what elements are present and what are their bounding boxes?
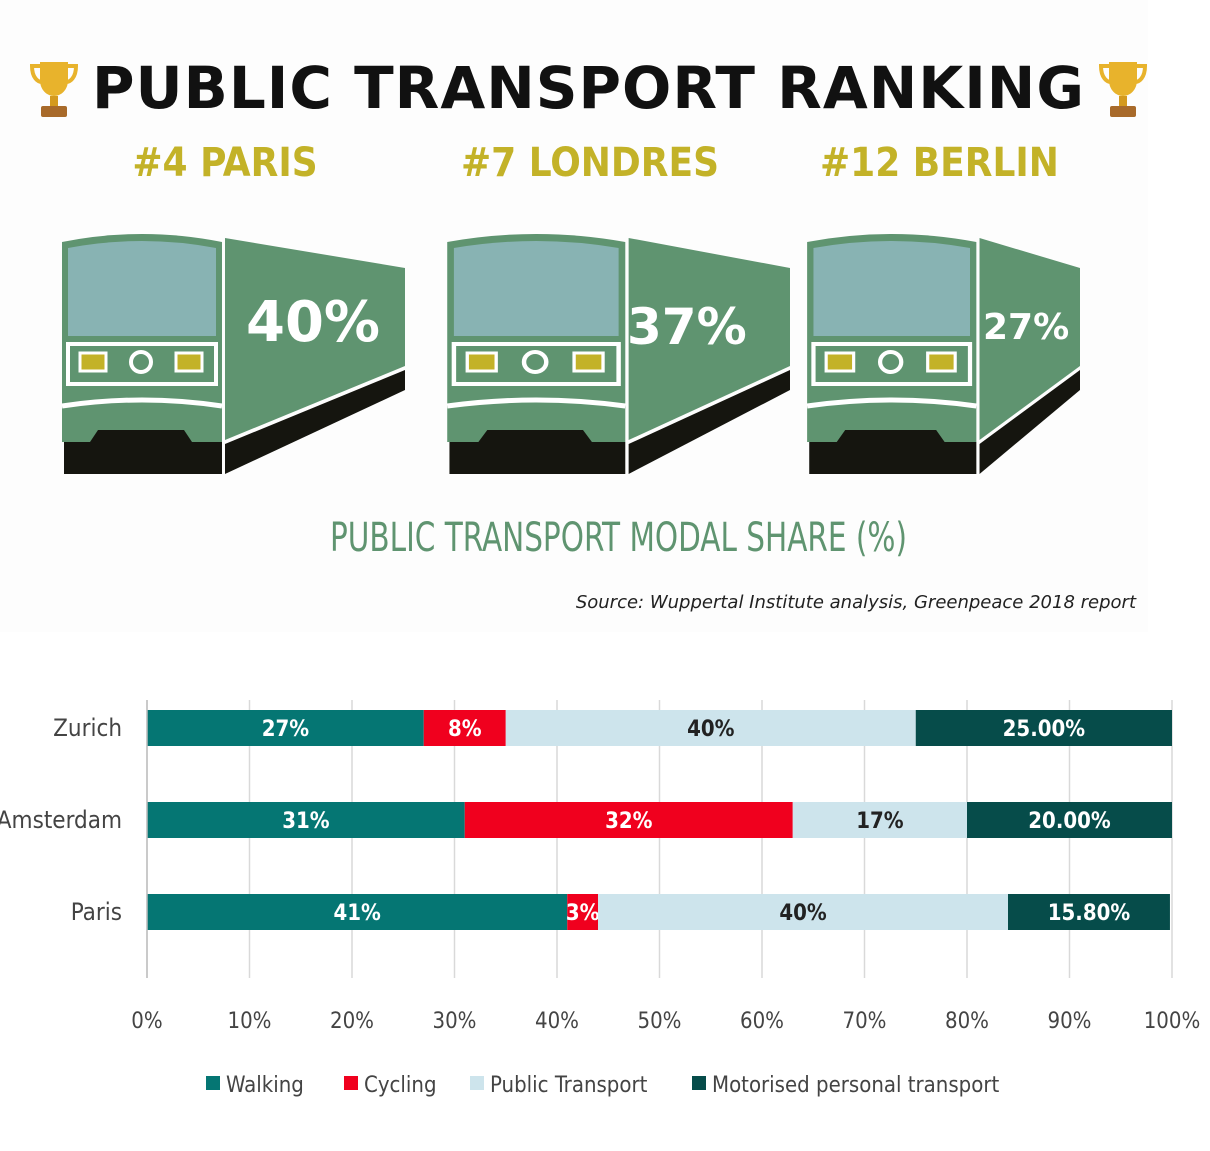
train-paris <box>60 230 405 480</box>
city-rank-berlin: #12 BERLIN <box>820 140 1059 186</box>
legend-label: Cycling <box>364 1073 437 1098</box>
category-label: Paris <box>71 898 122 926</box>
bar-segment <box>464 802 793 838</box>
bar-segment <box>147 894 568 930</box>
bar-segment <box>505 710 916 746</box>
x-tick-label: 100% <box>1144 1009 1201 1034</box>
legend-label: Public Transport <box>490 1073 648 1098</box>
category-label: Zurich <box>53 714 122 742</box>
legend-label: Walking <box>226 1073 304 1098</box>
x-tick-label: 60% <box>740 1009 784 1034</box>
title-row: PUBLIC TRANSPORT RANKING <box>28 52 1147 124</box>
legend-swatch <box>692 1076 706 1090</box>
data-label: 8% <box>448 717 482 742</box>
x-tick-label: 70% <box>843 1009 887 1034</box>
x-tick-label: 10% <box>228 1009 272 1034</box>
bar-segment <box>147 710 424 746</box>
legend-swatch <box>470 1076 484 1090</box>
bar-segment <box>423 710 506 746</box>
data-label: 25.00% <box>1003 717 1086 742</box>
data-label: 40% <box>687 717 735 742</box>
data-label: 27% <box>262 717 310 742</box>
data-label: 41% <box>333 901 381 926</box>
x-tick-label: 90% <box>1048 1009 1092 1034</box>
data-label: 31% <box>282 809 330 834</box>
x-tick-label: 80% <box>945 1009 989 1034</box>
data-label: 40% <box>779 901 827 926</box>
category-label: Amsterdam <box>0 806 122 834</box>
x-tick-label: 20% <box>330 1009 374 1034</box>
share-label-paris: 40% <box>246 290 381 355</box>
share-label-berlin: 27% <box>983 307 1070 348</box>
trophy-icon <box>1098 62 1147 117</box>
bar-segment <box>598 894 1008 930</box>
data-label: 32% <box>605 809 653 834</box>
bar-segment <box>147 802 465 838</box>
data-label: 3% <box>566 901 600 926</box>
data-label: 15.80% <box>1048 901 1131 926</box>
train-londres <box>445 230 790 480</box>
legend-swatch <box>206 1076 220 1090</box>
modal-share-caption: PUBLIC TRANSPORT MODAL SHARE (%) <box>330 515 907 561</box>
x-tick-label: 30% <box>433 1009 477 1034</box>
data-label: 20.00% <box>1028 809 1111 834</box>
trophy-icon <box>29 62 79 117</box>
bar-segment <box>792 802 967 838</box>
modal-share-chart: 0% 10% 20% 30% 40% 50% 60% 70% 80% 90% 100% Zurich 2… <box>0 700 1201 1098</box>
x-tick-label: 40% <box>535 1009 579 1034</box>
x-tick-label: 50% <box>638 1009 682 1034</box>
train-berlin <box>805 230 1080 480</box>
city-rank-londres: #7 LONDRES <box>460 140 720 186</box>
data-label: 17% <box>856 809 904 834</box>
x-tick-label: 0% <box>131 1009 162 1034</box>
source-note: Source: Wuppertal Institute analysis, Gr… <box>575 592 1136 613</box>
bar-segment <box>567 894 598 930</box>
page-title: PUBLIC TRANSPORT RANKING <box>92 54 1085 122</box>
share-label-londres: 37% <box>627 298 747 356</box>
legend-label: Motorised personal transport <box>712 1073 999 1098</box>
bar-segment <box>1008 894 1170 930</box>
city-rank-paris: #4 PARIS <box>132 140 318 186</box>
legend-swatch <box>344 1076 358 1090</box>
bar-segment <box>915 710 1172 746</box>
bar-segment <box>967 802 1172 838</box>
